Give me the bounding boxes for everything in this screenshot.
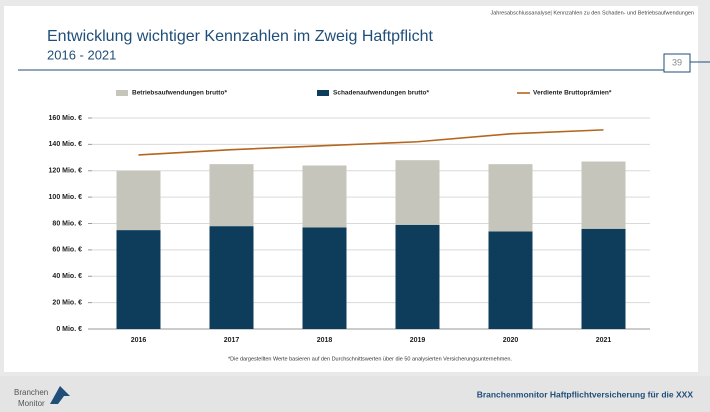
bar — [209, 164, 254, 227]
topnote: Jahresabschlussanalyse| Kennzahlen zu de… — [490, 10, 694, 16]
x-tick-label: 2016 — [131, 337, 147, 344]
footer-text: Branchenmonitor Haftpflichtversicherung … — [477, 389, 694, 399]
title: Entwicklung wichtiger Kennzahlen im Zwei… — [47, 28, 434, 45]
bar — [116, 230, 161, 329]
bar — [581, 161, 626, 229]
logo-text: Branchen — [14, 388, 48, 397]
x-tick-label: 2021 — [596, 337, 612, 344]
bar — [302, 165, 347, 228]
x-tick-label: 2018 — [317, 337, 333, 344]
bar — [395, 160, 440, 225]
x-tick-label: 2017 — [224, 337, 240, 344]
y-tick-label: 140 Mio. € — [49, 141, 83, 148]
page-number: 39 — [672, 57, 682, 67]
bar — [302, 227, 347, 329]
y-tick-label: 40 Mio. € — [52, 273, 82, 280]
logo-text: Monitor — [18, 399, 45, 408]
bar — [581, 228, 626, 329]
legend-swatch — [116, 90, 128, 96]
bar — [488, 164, 533, 232]
y-tick-label: 80 Mio. € — [52, 220, 82, 227]
legend-swatch — [317, 90, 329, 96]
footer-band — [0, 376, 710, 412]
y-tick-label: 120 Mio. € — [49, 168, 83, 175]
page-box — [663, 53, 691, 73]
y-tick-label: 60 Mio. € — [52, 247, 82, 254]
y-tick-label: 20 Mio. € — [52, 299, 82, 306]
bar — [395, 224, 440, 329]
legend-label: Verdiente Bruttoprämien* — [533, 90, 612, 97]
legend-label: Betriebsaufwendungen brutto* — [132, 90, 227, 97]
bar — [488, 231, 533, 329]
y-tick-label: 160 Mio. € — [49, 115, 83, 122]
subtitle: 2016 - 2021 — [47, 47, 116, 62]
x-tick-label: 2019 — [410, 337, 426, 344]
bar — [116, 170, 161, 231]
y-tick-label: 100 Mio. € — [49, 194, 83, 201]
x-tick-label: 2020 — [503, 337, 519, 344]
line — [138, 129, 604, 156]
logo-icon — [50, 386, 70, 404]
bar — [209, 226, 254, 329]
footnote: *Die dargestellten Werte basieren auf de… — [228, 356, 512, 362]
legend-label: Schadenaufwendungen brutto* — [333, 90, 430, 97]
y-tick-label: 0 Mio. € — [56, 326, 82, 333]
